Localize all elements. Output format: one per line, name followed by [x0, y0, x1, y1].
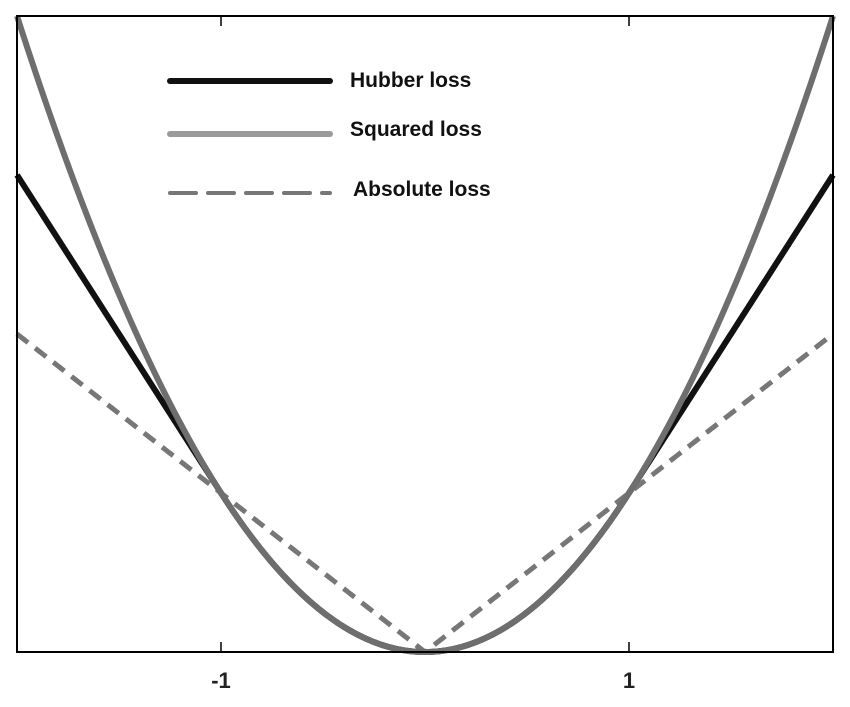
series-layer: [14, 15, 836, 655]
legend-label-huber: Hubber loss: [350, 69, 471, 92]
plot-frame: [16, 15, 834, 653]
series-line-squared: [14, 15, 836, 655]
axes-layer: [16, 15, 834, 653]
legend: Hubber loss Squared loss Absolute loss: [167, 69, 491, 201]
legend-label-squared: Squared loss: [350, 118, 482, 141]
legend-label-absolute: Absolute loss: [353, 178, 491, 201]
x-tick-label: -1: [211, 668, 231, 693]
x-tick-label: 1: [623, 668, 635, 693]
series-line-absolute: [15, 332, 835, 655]
ticks-layer: -1 1: [211, 16, 635, 693]
series-line-huber: [14, 173, 836, 655]
